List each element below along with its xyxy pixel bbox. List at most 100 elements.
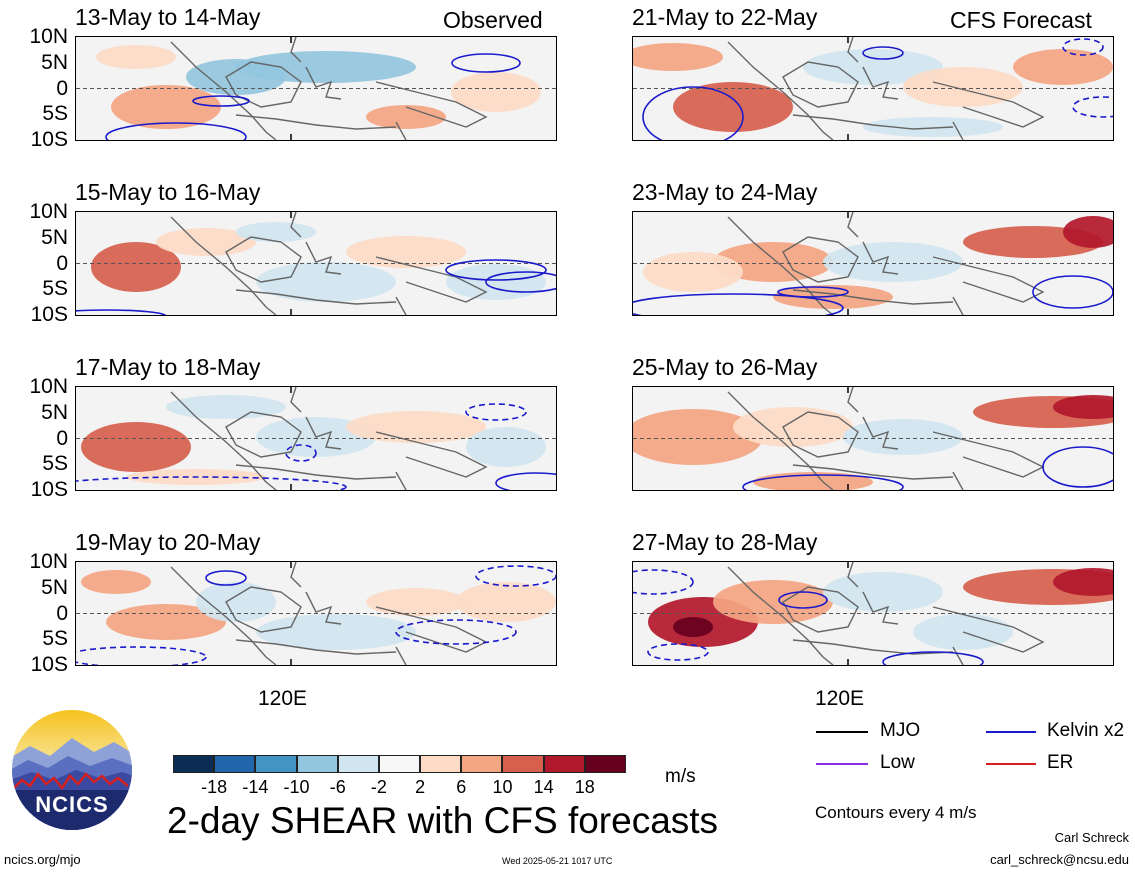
coastline-sulawesi	[862, 591, 899, 625]
coastline-new-guinea	[932, 256, 1045, 303]
coastline-new-guinea	[932, 81, 1045, 128]
colorbar-label: -2	[370, 777, 387, 797]
colorbar-label: -18	[201, 777, 228, 797]
kelvin-contour	[882, 651, 984, 665]
shear-anomaly-patch	[1063, 216, 1113, 248]
colorbar-swatch	[502, 755, 544, 773]
coastline-australia	[952, 121, 964, 140]
kelvin-contour	[777, 286, 849, 298]
colorbar-swatch	[420, 755, 462, 773]
footer-author: Carl Schreck	[1054, 830, 1129, 845]
coastline-java	[792, 639, 954, 655]
kelvin-contour	[633, 293, 844, 315]
coastline-sumatra	[727, 216, 834, 315]
panel-title-7: 25-May to 26-May	[632, 354, 818, 380]
colorbar-label: 14	[533, 777, 554, 797]
y-tick-label: 5S	[42, 277, 68, 301]
map-panel-4	[75, 561, 557, 666]
coastline-java	[235, 639, 397, 655]
shear-anomaly-patch	[196, 582, 276, 622]
kelvin-contour	[475, 565, 556, 587]
shear-anomaly-patch	[1013, 49, 1113, 85]
shear-anomaly-patch	[633, 409, 763, 465]
coastline-sulawesi	[305, 591, 342, 625]
y-tick-label: 5S	[42, 627, 68, 651]
shear-anomaly-patch	[713, 580, 833, 624]
colorbar-label: 10	[492, 777, 513, 797]
er-legend-line	[986, 763, 1036, 765]
colorbar-unit: m/s	[665, 766, 696, 787]
shear-anomaly-patch	[111, 85, 221, 129]
coastline-sumatra	[170, 566, 277, 665]
kelvin-contour	[285, 444, 317, 462]
colorbar-label: 18	[574, 777, 595, 797]
shear-anomaly-patch	[456, 582, 556, 622]
y-tick-label: 10S	[30, 478, 68, 501]
coastline-new-guinea	[375, 81, 488, 128]
coastline-java	[235, 114, 397, 130]
coastline-sulawesi	[305, 241, 342, 275]
coastline-philippines	[847, 562, 859, 588]
shear-anomaly-patch	[96, 45, 176, 69]
y-tick-label: 0	[56, 601, 68, 625]
kelvin-contour	[465, 403, 527, 421]
kelvin-contour	[445, 259, 547, 281]
ncics-logo: NCICS	[10, 708, 134, 832]
low-legend-label: Low	[880, 752, 915, 773]
map-panel-3	[75, 386, 557, 491]
shear-anomaly-patch	[823, 242, 963, 282]
coastline-new-guinea	[375, 431, 488, 478]
coastline-borneo	[225, 411, 302, 458]
colorbar	[173, 755, 626, 773]
contour-note: Contours every 4 m/s	[815, 803, 977, 822]
panel-title-3: 17-May to 18-May	[75, 354, 261, 380]
observed-label: Observed	[443, 7, 543, 33]
shear-anomaly-patch	[903, 67, 1023, 107]
shear-anomaly-patch	[733, 407, 853, 447]
y-tick-label: 10N	[29, 200, 68, 223]
colorbar-label: 2	[415, 777, 426, 797]
coastline-borneo	[782, 586, 859, 633]
map-panel-8	[632, 561, 1114, 666]
coastline-sulawesi	[305, 66, 342, 100]
shear-anomaly-patch	[256, 262, 396, 302]
coastline-new-guinea	[932, 606, 1045, 653]
y-tick-label: 10S	[30, 128, 68, 151]
coastline-sumatra	[727, 566, 834, 665]
kelvin-contour	[205, 570, 247, 586]
coastline-australia	[395, 646, 407, 665]
footer-timestamp: Wed 2025-05-21 1017 UTC	[502, 856, 613, 866]
shear-anomaly-patch	[81, 570, 151, 594]
y-tick-label: 0	[56, 426, 68, 450]
colorbar-label: 6	[456, 777, 467, 797]
footer-email: carl_schreck@ncsu.edu	[990, 852, 1129, 867]
kelvin-contour	[1062, 38, 1104, 56]
coastline-java	[792, 464, 954, 480]
shear-anomaly-patch	[346, 236, 466, 268]
shear-anomaly-patch	[863, 117, 1003, 137]
x-tick-right: 120E	[815, 687, 865, 710]
coastline-java	[235, 289, 397, 305]
kelvin-contour	[642, 86, 744, 140]
kelvin-contour	[451, 53, 521, 73]
kelvin-contour	[76, 309, 167, 315]
y-tick-label: 10N	[29, 550, 68, 573]
colorbar-label: -6	[329, 777, 346, 797]
kelvin-legend-label: Kelvin x2	[1047, 720, 1125, 741]
coastline-sumatra	[170, 216, 277, 315]
coastline-sulawesi	[305, 416, 342, 450]
shear-anomaly-patch	[366, 588, 466, 616]
coastline-australia	[952, 646, 964, 665]
coastline-java	[235, 464, 397, 480]
kelvin-contour	[485, 271, 556, 293]
coastline-java	[792, 114, 954, 130]
shear-anomaly-patch	[446, 264, 546, 300]
map-panel-1	[75, 36, 557, 141]
y-tick-label: 5N	[41, 225, 68, 249]
shear-anomaly-patch	[1053, 395, 1113, 419]
shear-anomaly-patch	[803, 49, 943, 85]
shear-anomaly-patch	[643, 252, 743, 292]
shear-anomaly-patch	[843, 419, 963, 455]
shear-anomaly-patch	[81, 422, 191, 472]
coastline-borneo	[782, 236, 859, 283]
